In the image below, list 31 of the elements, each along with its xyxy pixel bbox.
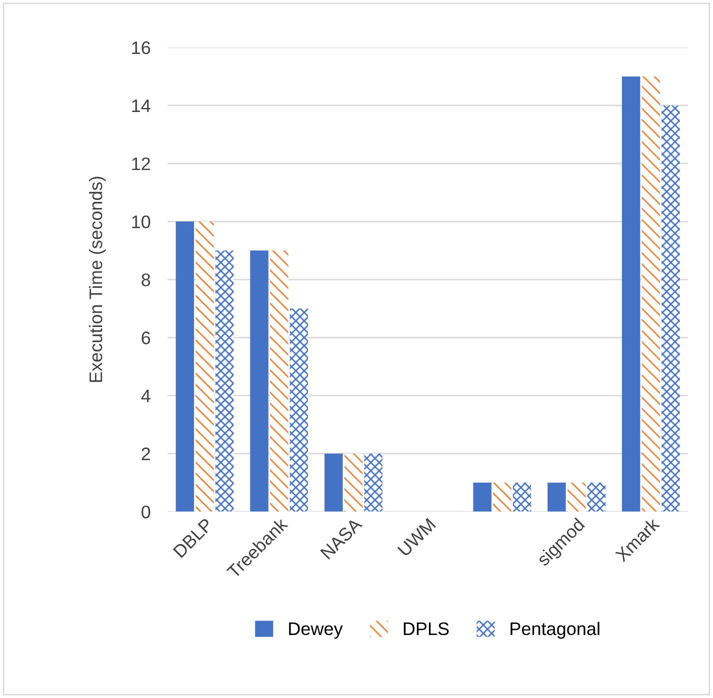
y-tick-label: 8 (142, 273, 150, 286)
bar (567, 482, 586, 512)
bar (493, 482, 512, 512)
y-tick-label: 16 (132, 41, 150, 54)
y-tick-label: 2 (142, 448, 150, 460)
y-tick-label: 10 (132, 215, 150, 228)
y-tick-label: 12 (132, 157, 150, 170)
y-tick-label: 6 (142, 332, 150, 344)
bar (250, 250, 268, 512)
bar (176, 222, 194, 512)
bar (364, 454, 382, 512)
legend-label: Dewey (289, 622, 343, 639)
bar (512, 482, 532, 512)
y-tick-label: 0 (142, 506, 150, 518)
bar (344, 454, 363, 512)
bar (473, 482, 492, 512)
bar (270, 250, 288, 512)
y-tick-label: 14 (132, 100, 150, 112)
bar (196, 222, 214, 512)
bar (215, 250, 234, 512)
bar (290, 308, 308, 512)
bar (548, 482, 566, 512)
bar (587, 482, 606, 512)
legend-label: Pentagonal (510, 622, 600, 639)
bar (662, 105, 680, 512)
y-tick-label: 4 (141, 390, 150, 402)
legend-label: DPLS (404, 622, 449, 636)
bar (642, 76, 660, 512)
bar (622, 76, 640, 512)
y-axis-title: Execution Time (seconds) (88, 176, 106, 382)
bar (324, 454, 343, 512)
